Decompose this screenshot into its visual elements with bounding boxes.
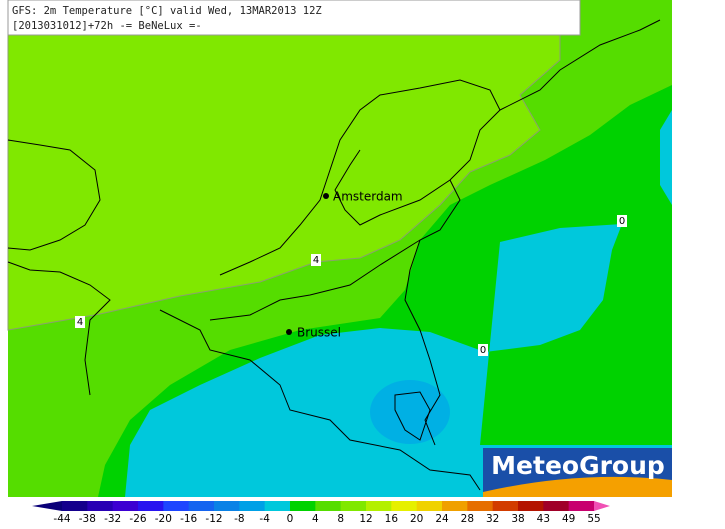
logo-text: MeteoGroup — [491, 451, 665, 480]
colorbar-label: -26 — [129, 513, 146, 525]
colorbar-label: -38 — [79, 513, 96, 525]
contour-labels: 4 4 0 0 — [75, 215, 627, 356]
city-dot — [323, 193, 329, 199]
zone-cyan-east — [660, 110, 672, 205]
contour-label: 0 — [619, 216, 625, 227]
coastline — [7, 139, 101, 251]
colorbar-label: 49 — [562, 513, 575, 525]
colorbar-label: 4 — [312, 513, 319, 525]
colorbar-label: -4 — [259, 513, 270, 525]
colorbar-label: 16 — [385, 513, 399, 525]
contour-label: 0 — [480, 345, 486, 356]
border — [394, 391, 431, 441]
border — [209, 179, 461, 321]
colorbar-label: 28 — [461, 513, 474, 525]
zone-blue — [370, 380, 450, 444]
colorbar-label: -20 — [155, 513, 172, 525]
colorbar-segment — [163, 501, 190, 511]
colorbar-segment — [264, 501, 291, 511]
contour-label-box — [617, 215, 627, 227]
colorbar-label: 38 — [511, 513, 524, 525]
contour-label-box — [311, 254, 321, 266]
colorbar-segment — [188, 501, 215, 511]
colorbar-segment — [340, 501, 367, 511]
logo: MeteoGroup — [483, 448, 672, 497]
city-dot — [286, 329, 292, 335]
colorbar-segment — [543, 501, 570, 511]
colorbar-segment — [568, 501, 595, 511]
colorbar-segment — [87, 501, 114, 511]
contour-label: 4 — [77, 317, 83, 328]
colorbar-segment — [492, 501, 519, 511]
map — [7, 0, 672, 497]
coastline — [7, 261, 111, 396]
header-subtitle: [2013031012]+72h -= BeNeLux =- — [12, 20, 202, 32]
border — [404, 239, 441, 446]
colorbar-label: -12 — [205, 513, 222, 525]
colorbar: -44 -38 -32 -26 -20 -16 -12 -8 -4 0 4 8 12 16 20 24 28 32… — [32, 501, 610, 525]
border — [159, 309, 481, 491]
colorbar-segment — [467, 501, 494, 511]
coastline — [499, 19, 661, 111]
colorbar-segment — [391, 501, 418, 511]
colorbar-label: 43 — [537, 513, 550, 525]
colorbar-label: 8 — [337, 513, 344, 525]
colorbar-segment — [138, 501, 164, 511]
colorbar-label: 24 — [435, 513, 449, 525]
colorbar-label: 12 — [359, 513, 372, 525]
colorbar-segment — [416, 501, 443, 511]
contour-label-box — [478, 344, 488, 356]
colorbar-segment — [442, 501, 468, 511]
colorbar-label: -8 — [234, 513, 244, 525]
logo-swoosh — [483, 476, 672, 497]
colorbar-label: 32 — [486, 513, 499, 525]
colorbar-segment — [62, 501, 88, 511]
coastline — [219, 79, 501, 276]
zone-lime — [7, 0, 561, 331]
colorbar-label: -16 — [180, 513, 197, 525]
colorbar-segment — [366, 501, 392, 511]
city-label: Brussel — [297, 326, 341, 340]
colorbar-label: 55 — [587, 513, 600, 525]
colorbar-arrow — [594, 501, 610, 511]
colorbar-segment — [239, 501, 266, 511]
header-title: GFS: 2m Temperature [°C] valid Wed, 13MA… — [12, 5, 322, 17]
zone-cyan — [125, 224, 672, 497]
colorbar-segment — [112, 501, 139, 511]
colorbar-segment — [518, 501, 544, 511]
contour-label: 4 — [313, 255, 319, 266]
colorbar-arrow — [32, 501, 62, 511]
header-box — [7, 0, 581, 36]
colorbar-label: -44 — [53, 513, 70, 525]
city-label: Amsterdam — [333, 190, 403, 204]
colorbar-segment — [214, 501, 240, 511]
colorbar-label: 0 — [287, 513, 294, 525]
colorbar-label: -32 — [104, 513, 121, 525]
colorbar-segment — [315, 501, 342, 511]
contour-label-box — [75, 316, 85, 328]
colorbar-label: 20 — [410, 513, 423, 525]
colorbar-segment — [290, 501, 316, 511]
